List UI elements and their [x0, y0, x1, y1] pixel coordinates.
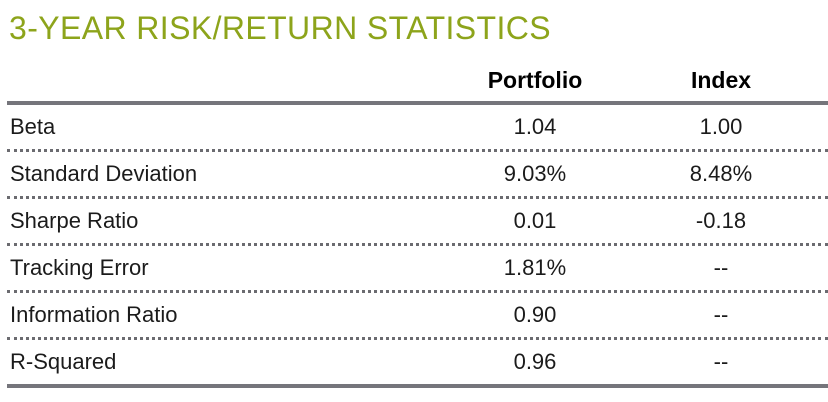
index-value: --: [713, 254, 729, 280]
table-row-information-ratio: Information Ratio 0.90 --: [7, 289, 828, 337]
table-row-standard-deviation: Standard Deviation 9.03% 8.48%: [7, 148, 828, 196]
index-value: 8.48%: [689, 160, 753, 186]
row-label: Beta: [10, 113, 56, 139]
row-label: Standard Deviation: [10, 160, 198, 186]
row-label: Tracking Error: [10, 254, 149, 280]
table-row-sharpe-ratio: Sharpe Ratio 0.01 -0.18: [7, 195, 828, 243]
row-label: Sharpe Ratio: [10, 207, 139, 233]
table-row-r-squared: R-Squared 0.96 --: [7, 336, 828, 384]
portfolio-value: 1.04: [513, 113, 557, 139]
page-title: 3-YEAR RISK/RETURN STATISTICS: [9, 10, 552, 46]
portfolio-value: 1.81%: [503, 254, 567, 280]
index-value: --: [713, 348, 729, 374]
table-header-row: Portfolio Index: [7, 59, 828, 105]
index-value: 1.00: [699, 113, 743, 139]
stats-table: Portfolio Index Beta 1.04 1.00 Standard …: [7, 59, 828, 388]
portfolio-value: 9.03%: [503, 160, 567, 186]
index-value: -0.18: [695, 207, 747, 233]
column-header-portfolio: Portfolio: [487, 66, 583, 93]
table-row-tracking-error: Tracking Error 1.81% --: [7, 242, 828, 290]
row-label: R-Squared: [10, 348, 117, 374]
portfolio-value: 0.01: [513, 207, 557, 233]
row-label: Information Ratio: [10, 301, 178, 327]
portfolio-value: 0.90: [513, 301, 557, 327]
column-header-index: Index: [690, 66, 752, 93]
portfolio-value: 0.96: [513, 348, 557, 374]
index-value: --: [713, 301, 729, 327]
table-row-beta: Beta 1.04 1.00: [7, 105, 828, 149]
